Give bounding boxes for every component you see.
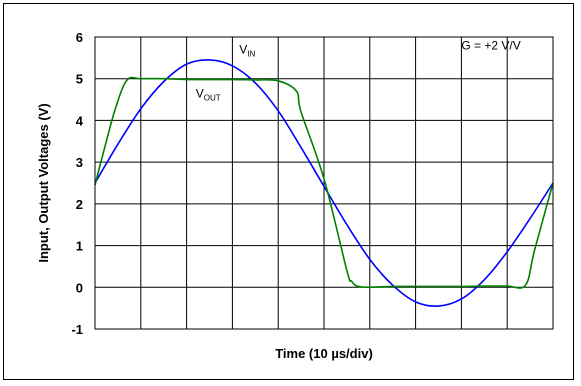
y-tick-label: 1: [76, 239, 83, 254]
y-tick-label: 4: [76, 113, 84, 128]
y-axis-title: Input, Output Voltages (V): [36, 103, 51, 262]
y-tick-label: 0: [76, 280, 83, 295]
y-tick-label: -1: [71, 322, 83, 337]
vin-annotation-subscript: IN: [247, 50, 255, 59]
vin-annotation-main: V: [239, 43, 247, 57]
series-layer: [94, 59, 554, 307]
gain-annotation: G = +2 V/V: [461, 39, 520, 53]
vout-annotation-main: V: [196, 86, 204, 100]
y-tick-label: 6: [76, 30, 83, 45]
x-axis-title: Time (10 µs/div): [275, 346, 373, 361]
y-tick-label: 2: [76, 197, 83, 212]
chart-frame: [3, 3, 574, 380]
vin-annotation: VIN: [239, 43, 255, 59]
series-line-vout: [94, 76, 554, 289]
plot-area-border: [94, 36, 554, 330]
grid: [95, 37, 553, 329]
y-tick-labels: 6 5 4 3 2 1 0 -1: [71, 30, 83, 337]
vout-annotation: VOUT: [196, 86, 221, 102]
vout-annotation-subscript: OUT: [204, 93, 221, 102]
y-tick-label: 5: [76, 72, 83, 87]
y-tick-label: 3: [76, 155, 83, 170]
